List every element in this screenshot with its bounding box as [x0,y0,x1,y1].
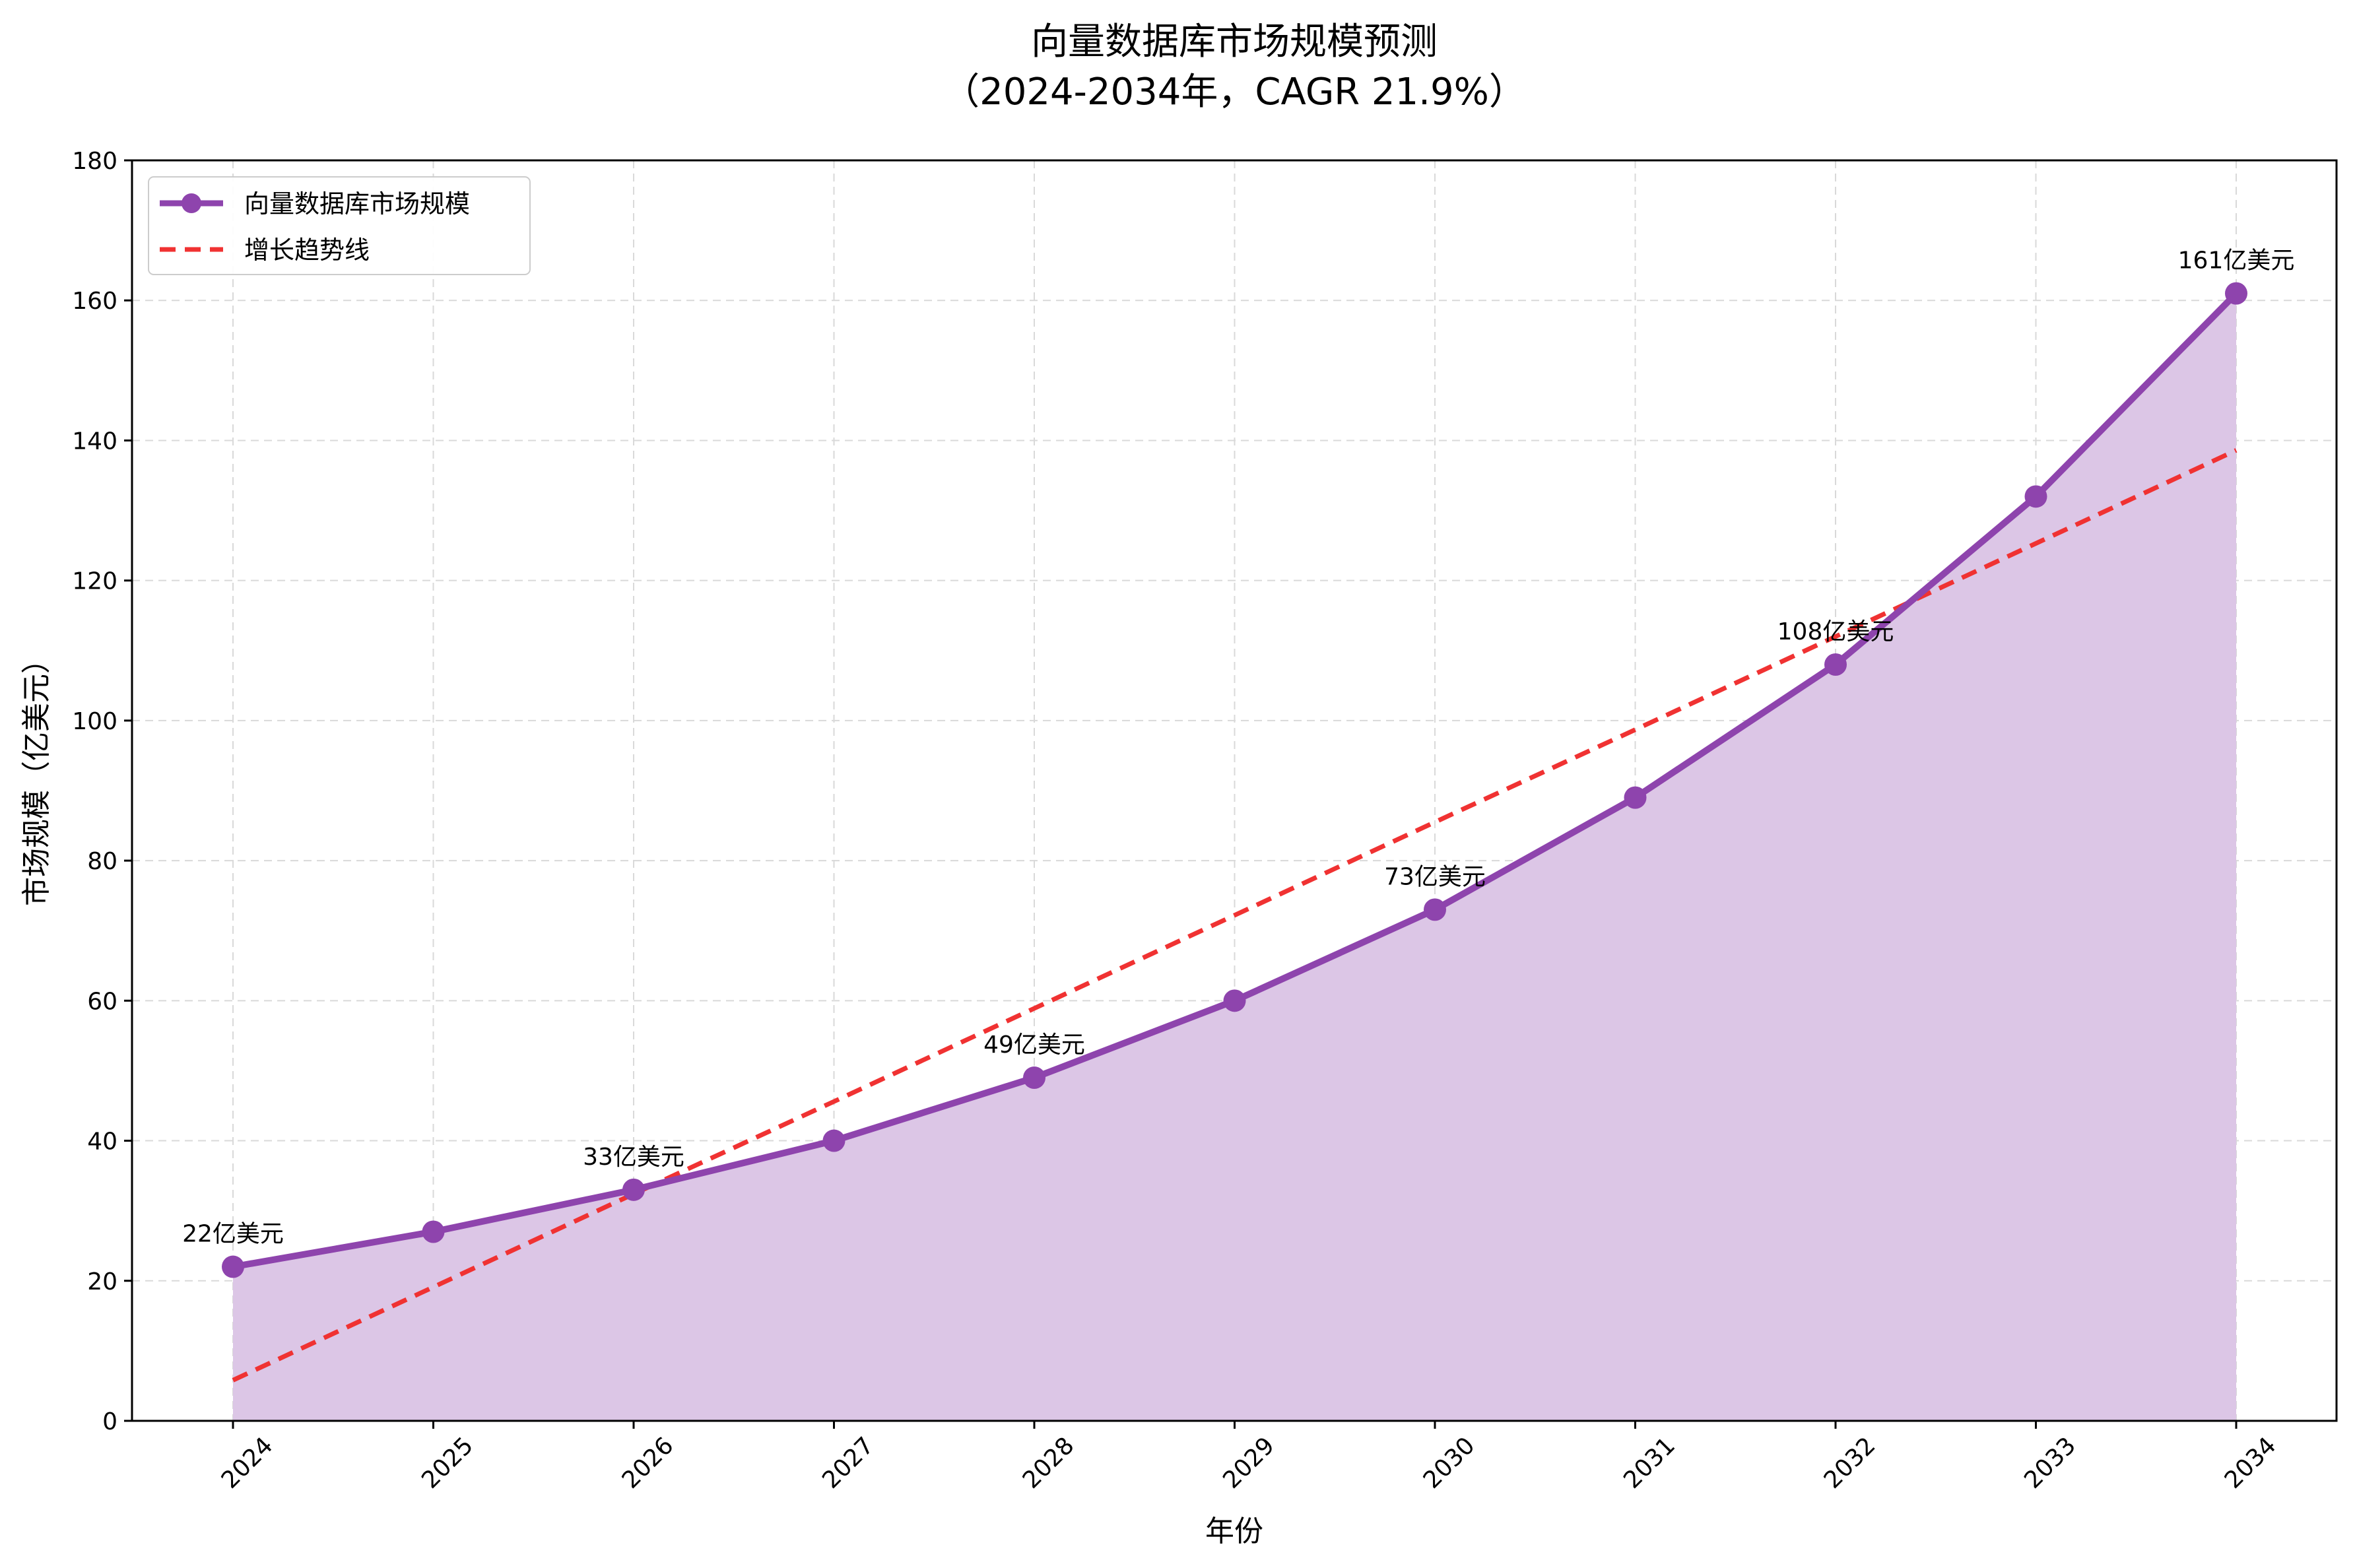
chart-subtitle: （2024-2034年，CAGR 21.9%） [943,71,1526,114]
data-point [1824,653,1847,676]
x-tick-label: 2024 [216,1432,279,1494]
y-tick-label: 0 [102,1408,117,1435]
legend-label-trend: 增长趋势线 [244,236,370,265]
area-fill-layer [233,293,2236,1421]
data-point [2225,282,2247,305]
data-point [622,1178,645,1201]
legend: 向量数据库市场规模 增长趋势线 [148,176,531,275]
area-fill [233,293,2236,1421]
y-tick-label: 20 [87,1268,117,1295]
legend-box [148,176,531,275]
y-tick-label: 160 [72,288,117,315]
data-label: 22亿美元 [182,1221,284,1248]
data-point [1223,989,1246,1012]
data-points-layer [222,282,2247,1278]
legend-label-market-size: 向量数据库市场规模 [244,189,470,218]
x-tick-label: 2025 [416,1432,479,1494]
data-label: 108亿美元 [1777,618,1894,645]
y-tick-label: 180 [72,148,117,175]
data-label: 49亿美元 [983,1031,1085,1059]
data-point [422,1220,445,1243]
data-label: 73亿美元 [1384,863,1486,890]
data-label: 33亿美元 [583,1144,684,1171]
y-tick-label: 140 [72,428,117,455]
x-tick-label: 2033 [2019,1432,2081,1494]
y-tick-label: 120 [72,568,117,595]
data-point [1424,898,1446,921]
y-axis-label: 市场规模（亿美元） [20,645,53,906]
data-point [1023,1066,1045,1090]
data-point [222,1255,244,1278]
x-tick-label: 2029 [1218,1432,1280,1494]
legend-marker-market-size [182,193,201,213]
data-point [2024,485,2047,508]
x-tick-label: 2026 [617,1432,679,1494]
x-tick-label: 2032 [1819,1432,1881,1494]
data-label: 161亿美元 [2178,247,2295,275]
y-tick-label: 100 [72,708,117,735]
chart-title: 向量数据库市场规模预测 [1031,20,1438,63]
data-point [822,1129,846,1152]
plot-frame [131,159,2338,1422]
x-tick-label: 2031 [1618,1432,1680,1494]
data-point [1624,786,1647,809]
x-tick-label: 2034 [2220,1432,2282,1494]
y-tick-label: 40 [87,1128,117,1156]
x-tick-label: 2030 [1418,1432,1480,1494]
x-axis-label: 年份 [1205,1515,1263,1548]
x-tick-label: 2027 [817,1432,879,1494]
y-tick-label: 80 [87,848,117,875]
data-labels-layer: 22亿美元 33亿美元 49亿美元 73亿美元 108亿美元 161亿美元 [182,247,2294,1248]
x-tick-label: 2028 [1018,1432,1080,1494]
y-tick-label: 60 [87,988,117,1015]
